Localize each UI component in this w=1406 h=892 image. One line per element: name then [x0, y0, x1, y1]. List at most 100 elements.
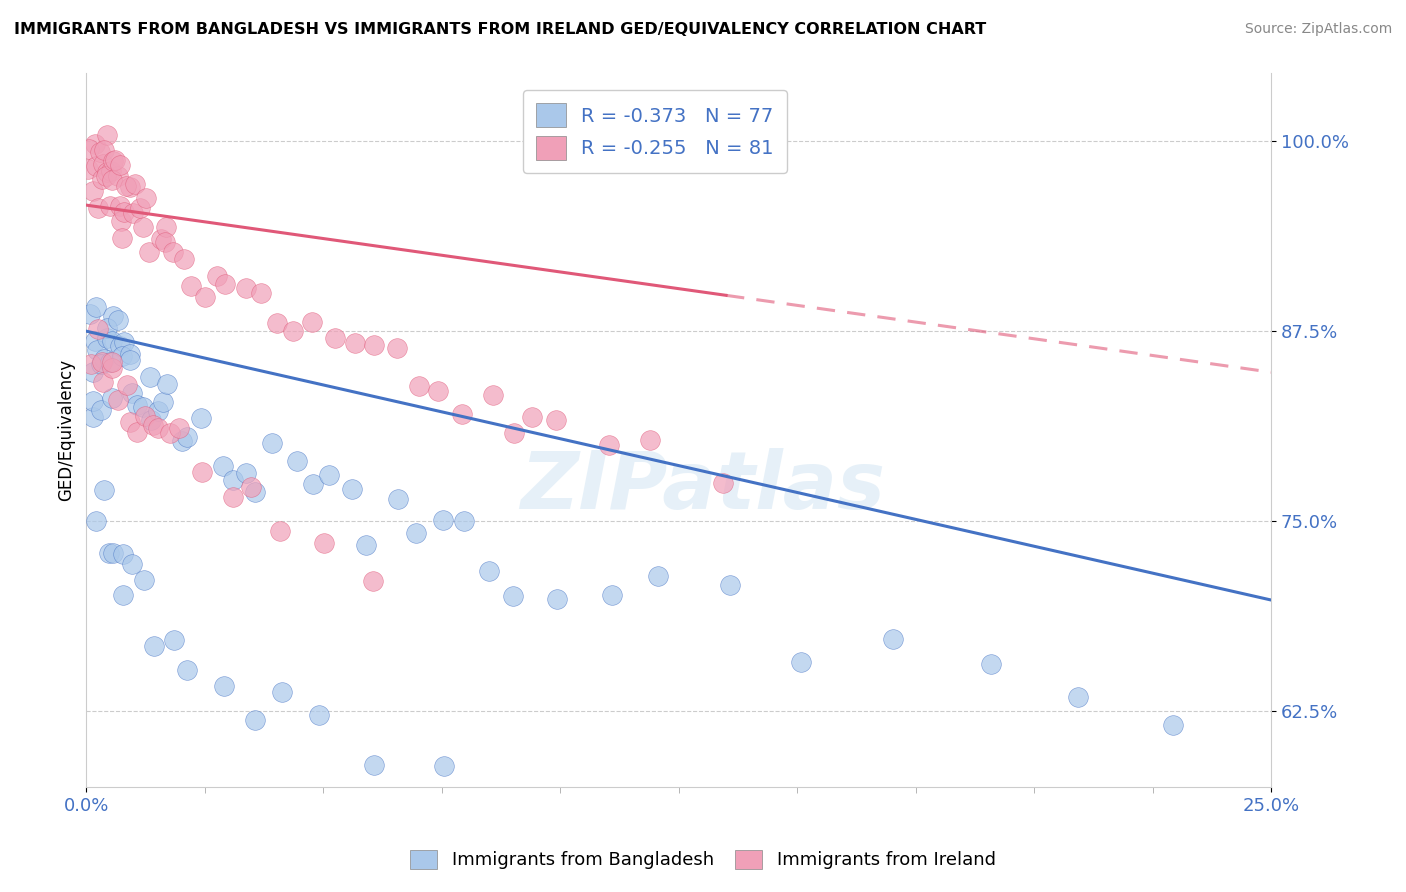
Point: [138, 245, 160, 260]
Point: [115, 178, 138, 193]
Point: [87, 201, 110, 215]
Point: [100, 391, 122, 405]
Point: [91, 375, 114, 389]
Point: [79, 307, 101, 321]
Point: [150, 232, 173, 246]
Point: [90, 403, 112, 417]
Point: [125, 425, 148, 439]
Point: [110, 199, 132, 213]
Point: [453, 514, 475, 528]
Point: [243, 713, 266, 727]
Point: [91, 354, 114, 368]
Point: [111, 349, 134, 363]
Point: [96, 331, 118, 345]
Point: [96, 128, 118, 143]
Point: [190, 411, 212, 425]
Point: [173, 252, 195, 267]
Point: [107, 312, 129, 326]
Point: [302, 476, 325, 491]
Point: [159, 425, 181, 440]
Point: [502, 425, 524, 440]
Point: [180, 278, 202, 293]
Point: [718, 578, 741, 592]
Point: [86, 343, 108, 357]
Text: IMMIGRANTS FROM BANGLADESH VS IMMIGRANTS FROM IRELAND GED/EQUIVALENCY CORRELATIO: IMMIGRANTS FROM BANGLADESH VS IMMIGRANTS…: [14, 22, 987, 37]
Point: [790, 655, 813, 669]
Point: [1163, 717, 1185, 731]
Point: [100, 164, 122, 178]
Point: [354, 538, 377, 552]
Point: [132, 400, 155, 414]
Point: [205, 269, 228, 284]
Point: [266, 316, 288, 330]
Point: [121, 385, 143, 400]
Point: [134, 409, 156, 423]
Point: [142, 417, 165, 432]
Text: ZIPatlas: ZIPatlas: [520, 448, 884, 526]
Y-axis label: GED/Equivalency: GED/Equivalency: [58, 359, 75, 501]
Point: [600, 588, 623, 602]
Point: [148, 421, 170, 435]
Point: [1066, 690, 1088, 704]
Point: [96, 165, 118, 179]
Point: [520, 409, 543, 424]
Point: [100, 334, 122, 348]
Point: [94, 169, 117, 183]
Point: [426, 384, 449, 399]
Point: [546, 413, 568, 427]
Point: [260, 435, 283, 450]
Point: [80, 357, 103, 371]
Point: [100, 173, 122, 187]
Point: [162, 245, 184, 260]
Point: [131, 220, 153, 235]
Point: [84, 159, 107, 173]
Legend: Immigrants from Bangladesh, Immigrants from Ireland: Immigrants from Bangladesh, Immigrants f…: [401, 841, 1005, 879]
Legend: R = -0.373   N = 77, R = -0.255   N = 81: R = -0.373 N = 77, R = -0.255 N = 81: [523, 90, 787, 173]
Point: [212, 679, 235, 693]
Point: [598, 437, 620, 451]
Point: [249, 286, 271, 301]
Point: [84, 334, 107, 348]
Point: [451, 407, 474, 421]
Point: [711, 475, 734, 490]
Point: [194, 290, 217, 304]
Point: [121, 206, 143, 220]
Point: [243, 485, 266, 500]
Point: [432, 513, 454, 527]
Point: [101, 154, 124, 169]
Point: [127, 398, 149, 412]
Point: [120, 415, 142, 429]
Point: [77, 142, 100, 156]
Point: [163, 632, 186, 647]
Point: [111, 588, 134, 602]
Point: [96, 320, 118, 334]
Point: [323, 331, 346, 345]
Point: [363, 757, 385, 772]
Point: [143, 639, 166, 653]
Point: [502, 589, 524, 603]
Point: [110, 231, 132, 245]
Point: [153, 235, 176, 249]
Point: [83, 137, 105, 152]
Point: [283, 324, 305, 338]
Point: [405, 526, 427, 541]
Point: [111, 547, 134, 561]
Point: [86, 300, 108, 314]
Point: [93, 483, 115, 498]
Point: [139, 370, 162, 384]
Point: [108, 339, 131, 353]
Point: [108, 158, 131, 172]
Point: [546, 592, 568, 607]
Point: [235, 281, 257, 295]
Point: [240, 480, 263, 494]
Point: [172, 434, 194, 449]
Point: [314, 535, 336, 549]
Point: [93, 143, 115, 157]
Point: [112, 205, 135, 219]
Point: [132, 573, 155, 587]
Point: [115, 378, 138, 392]
Point: [112, 334, 135, 349]
Point: [387, 491, 409, 506]
Point: [340, 482, 363, 496]
Point: [107, 392, 129, 407]
